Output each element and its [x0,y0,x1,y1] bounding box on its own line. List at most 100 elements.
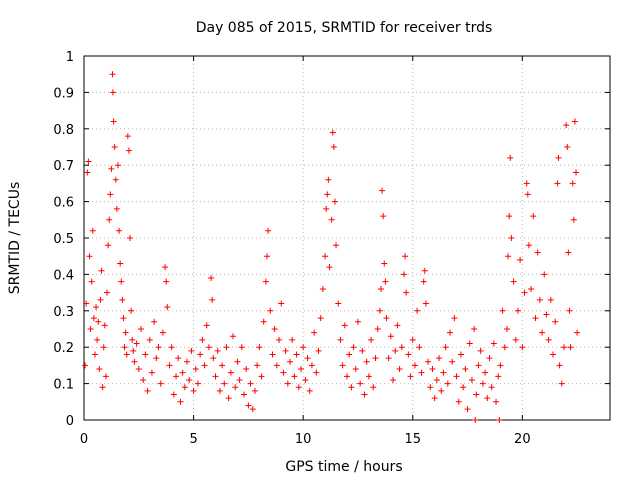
data-point [376,307,383,314]
data-point [137,326,144,332]
data-point [317,315,324,322]
data-point [339,362,346,369]
data-point [210,355,217,362]
data-point [507,154,514,161]
data-point [519,344,526,351]
data-point [560,344,567,351]
data-point [151,318,158,325]
data-point [475,362,482,369]
data-point [264,253,271,260]
data-point [495,373,502,380]
data-point [368,336,375,343]
data-point [466,340,473,347]
data-point [325,176,332,183]
data-point [245,402,252,409]
data-point [447,329,454,336]
data-point [153,355,160,362]
data-point [234,358,241,365]
data-point [192,366,199,373]
data-point [88,278,95,285]
data-point [258,373,265,380]
data-point [383,315,390,322]
data-point [162,264,169,271]
data-point [225,395,232,402]
data-point [536,296,543,303]
x-tick-label: 5 [189,432,197,447]
data-point [409,336,416,343]
data-point [280,369,287,376]
grid-lines [84,56,610,420]
data-point [420,278,427,285]
data-point [319,285,326,292]
data-point [96,366,103,373]
data-point [282,347,289,354]
data-point [574,329,581,336]
data-point [101,322,108,329]
data-point [117,260,124,267]
data-point [528,285,535,292]
data-point [524,191,531,198]
data-point [114,162,121,169]
data-point [333,242,340,249]
data-point [490,340,497,347]
data-point [238,344,245,351]
data-point [352,366,359,373]
data-point [344,373,350,380]
data-point [256,344,263,351]
data-point [315,347,322,354]
data-point [493,398,500,405]
y-tick-label: 0.8 [53,123,74,138]
data-point [144,387,151,394]
data-point [411,362,418,369]
data-point [209,296,216,303]
axis-ticks [83,55,610,421]
data-point [111,144,118,150]
data-point [525,242,532,249]
data-point [387,333,394,340]
data-point [304,355,311,362]
data-point [87,326,94,332]
data-point [337,336,344,343]
data-point [563,122,570,129]
data-point [121,344,128,351]
data-point [221,380,228,387]
data-point [131,358,138,365]
data-point [177,398,184,405]
data-point [219,362,226,369]
data-point [517,256,524,263]
x-tick-label: 0 [80,432,88,447]
data-point [488,384,495,391]
data-point [251,387,258,394]
data-point [208,275,215,282]
data-point [363,358,370,365]
data-point [119,296,126,303]
data-point [94,336,101,343]
data-point [449,358,456,365]
data-point [89,227,96,234]
data-point [556,362,563,369]
data-point [348,384,355,391]
data-point [510,278,517,285]
data-point [140,376,147,383]
data-point [188,347,195,354]
data-point [416,344,423,351]
data-point [105,242,112,249]
data-point [390,376,397,383]
data-point [521,289,528,296]
data-point [240,391,247,398]
data-point [326,264,333,271]
data-point [175,355,182,362]
data-point [313,369,320,376]
data-point [381,260,388,267]
data-point [194,380,201,387]
data-point [422,300,429,307]
y-tick-label: 0.1 [53,378,74,393]
data-point [130,347,137,354]
data-point [400,271,407,278]
y-tick-label: 0.9 [53,86,74,101]
data-point [357,380,364,387]
data-point [471,326,478,332]
data-point [457,351,464,358]
x-tick-label: 20 [514,432,531,447]
